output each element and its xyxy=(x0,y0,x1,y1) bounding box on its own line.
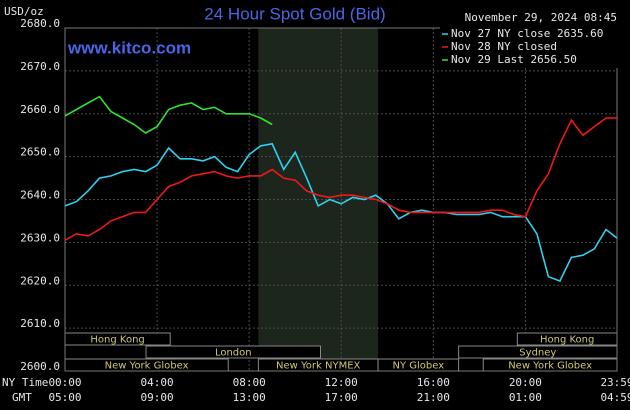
x2-tick-label: 04:59 xyxy=(600,391,630,404)
x-tick-label: 00:00 xyxy=(48,376,81,389)
x2-tick-label: 05:00 xyxy=(48,391,81,404)
y-tick-label: 2650.0 xyxy=(20,146,60,159)
y-tick-label: 2680.0 xyxy=(20,17,60,30)
x-tick-label: 12:00 xyxy=(325,376,358,389)
session-label: NY Globex xyxy=(393,361,445,372)
series-line xyxy=(64,117,617,241)
x-tick-label: 04:00 xyxy=(141,376,174,389)
y-tick-label: 2630.0 xyxy=(20,231,60,244)
x2-tick-label: 09:00 xyxy=(141,391,174,404)
y-unit: USD/oz xyxy=(4,5,44,18)
session-box xyxy=(145,345,322,359)
x-tick-label: 08:00 xyxy=(233,376,266,389)
x2-axis-label: GMT xyxy=(12,391,32,404)
plot-border xyxy=(64,27,618,372)
legend-box xyxy=(440,26,618,68)
y-tick-label: 2620.0 xyxy=(20,274,60,287)
chart-title: 24 Hour Spot Gold (Bid) xyxy=(204,4,385,23)
session-label: Sydney xyxy=(519,348,556,359)
x2-tick-label: 21:00 xyxy=(417,391,450,404)
y-tick-label: 2600.0 xyxy=(20,360,60,373)
session-label: New York Globex xyxy=(508,361,592,372)
x-tick-label: 23:59 xyxy=(600,376,630,389)
legend-entry: Nov 29 Last 2656.50 xyxy=(451,53,577,66)
session-label: New York NYMEX xyxy=(276,361,361,372)
legend-entry: Nov 28 NY closed xyxy=(451,40,557,53)
session-label: Hong Kong xyxy=(540,335,594,346)
y-tick-label: 2610.0 xyxy=(20,317,60,330)
y-tick-label: 2660.0 xyxy=(20,103,60,116)
x-tick-label: 16:00 xyxy=(417,376,450,389)
x2-tick-label: 17:00 xyxy=(325,391,358,404)
x2-tick-label: 01:00 xyxy=(509,391,542,404)
session-label: Hong Kong xyxy=(90,335,144,346)
y-tick-label: 2640.0 xyxy=(20,189,60,202)
session-label: London xyxy=(215,348,252,359)
session-label: New York Globex xyxy=(105,361,189,372)
legend-entry: Nov 27 NY close 2635.60 xyxy=(451,27,603,40)
watermark: www.kitco.com xyxy=(67,38,191,57)
y-tick-label: 2670.0 xyxy=(20,60,60,73)
x2-tick-label: 13:00 xyxy=(233,391,266,404)
timestamp: November 29, 2024 08:45 xyxy=(465,11,617,24)
x-axis-label: NY Time xyxy=(2,376,48,389)
x-tick-label: 20:00 xyxy=(509,376,542,389)
series-line xyxy=(64,95,273,134)
